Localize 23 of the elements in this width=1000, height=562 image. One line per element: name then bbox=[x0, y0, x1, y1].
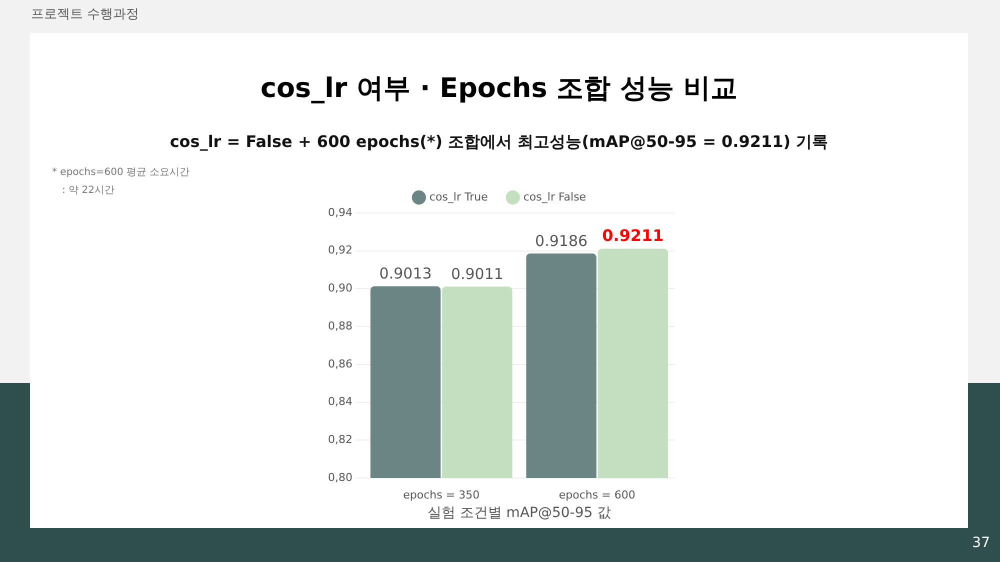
data-label: 0.9186 bbox=[535, 232, 588, 250]
y-tick-label: 0,88 bbox=[328, 319, 352, 332]
y-tick-label: 0,86 bbox=[328, 357, 352, 370]
x-axis-title: 실험 조건별 mAP@50-95 값 bbox=[427, 505, 612, 522]
y-tick-label: 0,92 bbox=[328, 244, 352, 257]
data-label: 0.9013 bbox=[379, 264, 432, 283]
data-label: 0.9211 bbox=[602, 226, 664, 245]
legend-label: cos_lr True bbox=[429, 190, 488, 204]
text: 프로젝트 수행과정 bbox=[31, 6, 140, 23]
x-tick-label: epochs = 350 bbox=[403, 488, 480, 502]
y-tick-label: 0,82 bbox=[328, 433, 352, 446]
y-tick-label: 0,94 bbox=[328, 206, 352, 219]
y-tick-label: 0,90 bbox=[328, 282, 352, 295]
chart-title: cos_lr 여부 · Epochs 조합 성능 비교 bbox=[260, 72, 738, 106]
text: 37 bbox=[972, 535, 990, 551]
y-tick-label: 0,84 bbox=[328, 395, 352, 408]
chart-subtitle: cos_lr = False + 600 epochs(*) 조합에서 최고성능(mAP@50-95 = 0.9211) 기록 bbox=[168, 132, 830, 153]
data-label: 0.9011 bbox=[450, 265, 504, 284]
text: : 약 22시간 bbox=[62, 184, 114, 197]
x-tick-label: epochs = 600 bbox=[558, 488, 636, 502]
text: * epochs=600 평균 소요시간 bbox=[52, 166, 190, 179]
legend-label: cos_lr False bbox=[523, 190, 586, 204]
y-tick-label: 0,80 bbox=[328, 470, 352, 484]
